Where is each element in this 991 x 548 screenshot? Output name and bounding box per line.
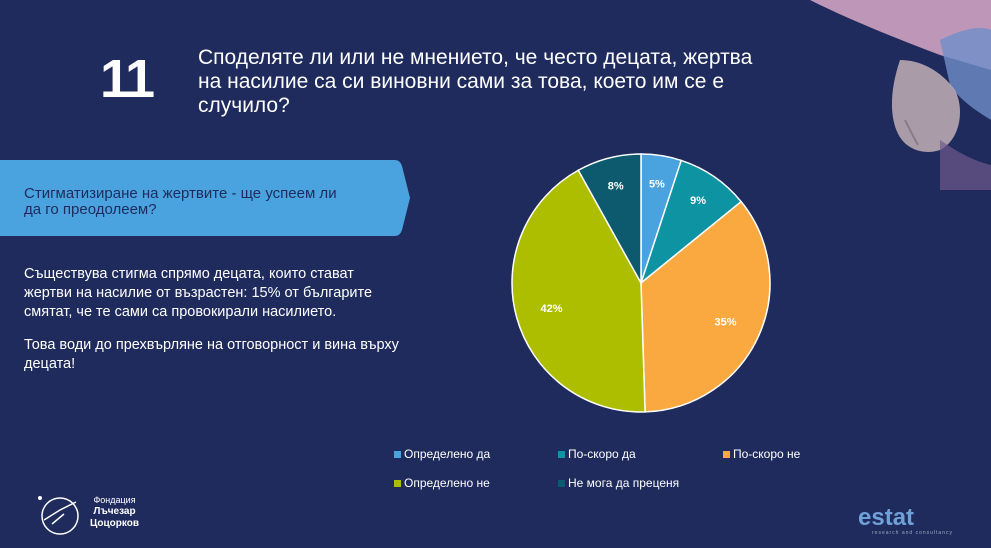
legend-label: Определено да: [404, 447, 491, 461]
question-title: Споделяте ли или не мнението, че често д…: [198, 46, 753, 117]
banner-text: Стигматизиране на жертвите - ще успеем л…: [24, 185, 337, 218]
estat-logo: estat: [858, 504, 914, 531]
legend-swatch: [558, 479, 565, 487]
pie-slice: [640, 200, 771, 413]
pie-data-label: 5%: [649, 179, 665, 191]
foundation-logo-text: Фондация Лъчезар Цоцорков: [90, 495, 140, 529]
legend-item: По-скоро да: [558, 447, 636, 461]
legend-label: По-скоро да: [568, 447, 636, 461]
pie-slice: [577, 153, 642, 286]
body-paragraph-1: Съществува стигма спрямо децата, които с…: [24, 266, 373, 320]
legend-label: По-скоро не: [733, 447, 801, 461]
legend-item: По-скоро не: [723, 447, 800, 461]
body-paragraph-2: Това води до прехвърляне на отговорност …: [24, 337, 399, 372]
legend-swatch: [394, 479, 401, 487]
legend-item: Не мога да преценя: [558, 476, 679, 490]
pie-data-label: 42%: [540, 303, 562, 315]
estat-logo-subtitle: research and consultancy: [872, 530, 953, 536]
topic-banner: Стигматизиране на жертвите - ще успеем л…: [0, 160, 410, 236]
legend-label: Определено не: [404, 476, 490, 490]
legend-item: Определено да: [394, 447, 490, 461]
pie-data-label: 9%: [690, 195, 706, 207]
legend-label: Не мога да преценя: [568, 476, 680, 490]
legend-swatch: [558, 450, 565, 458]
legend-swatch: [394, 450, 401, 458]
hands-illustration: [810, 0, 991, 190]
legend-item: Определено не: [394, 476, 490, 490]
pie-chart: 5% 9% 35% 42% 8%: [511, 153, 771, 413]
legend-swatch: [723, 450, 730, 458]
foundation-logo-icon: [38, 496, 79, 535]
pie-data-label: 8%: [608, 181, 624, 193]
svg-text:estat: estat: [858, 504, 914, 531]
pie-data-label: 35%: [714, 317, 736, 329]
slide-number: 11: [100, 49, 155, 109]
